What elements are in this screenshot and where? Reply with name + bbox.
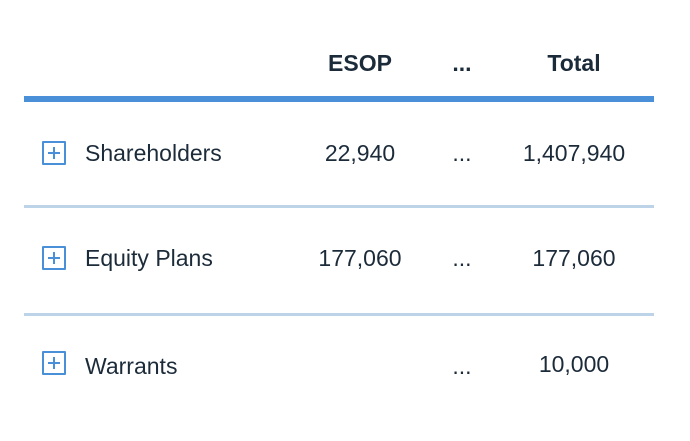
esop-value: 22,940 [324,140,396,166]
table-row-equity-plans: Equity Plans 177,060 ... 177,060 [24,208,654,312]
column-header-total[interactable]: Total [547,50,601,76]
table-header: ESOP ... Total [24,0,654,96]
esop-value: 177,060 [318,245,402,271]
more-value: ... [452,140,472,166]
expand-plus-icon[interactable] [42,246,66,270]
cap-table: ESOP ... Total Shareholders 22,940 ... 1… [24,0,654,379]
more-value: ... [452,353,472,379]
total-value: 1,407,940 [522,140,626,166]
table-row-shareholders: Shareholders 22,940 ... 1,407,940 [24,102,654,206]
table-row-warrants: Warrants ... 10,000 [24,316,654,420]
row-label: Shareholders [85,140,222,166]
row-divider [24,205,654,208]
expand-plus-icon[interactable] [42,351,66,375]
more-value: ... [452,245,472,271]
total-value: 177,060 [532,245,616,271]
header-divider [24,96,654,102]
row-label: Warrants [85,353,178,379]
column-header-more[interactable]: ... [452,50,472,76]
row-label: Equity Plans [85,245,213,271]
expand-plus-icon[interactable] [42,141,66,165]
row-divider [24,313,654,316]
total-value: 10,000 [538,351,610,377]
column-header-esop[interactable]: ESOP [328,50,392,76]
